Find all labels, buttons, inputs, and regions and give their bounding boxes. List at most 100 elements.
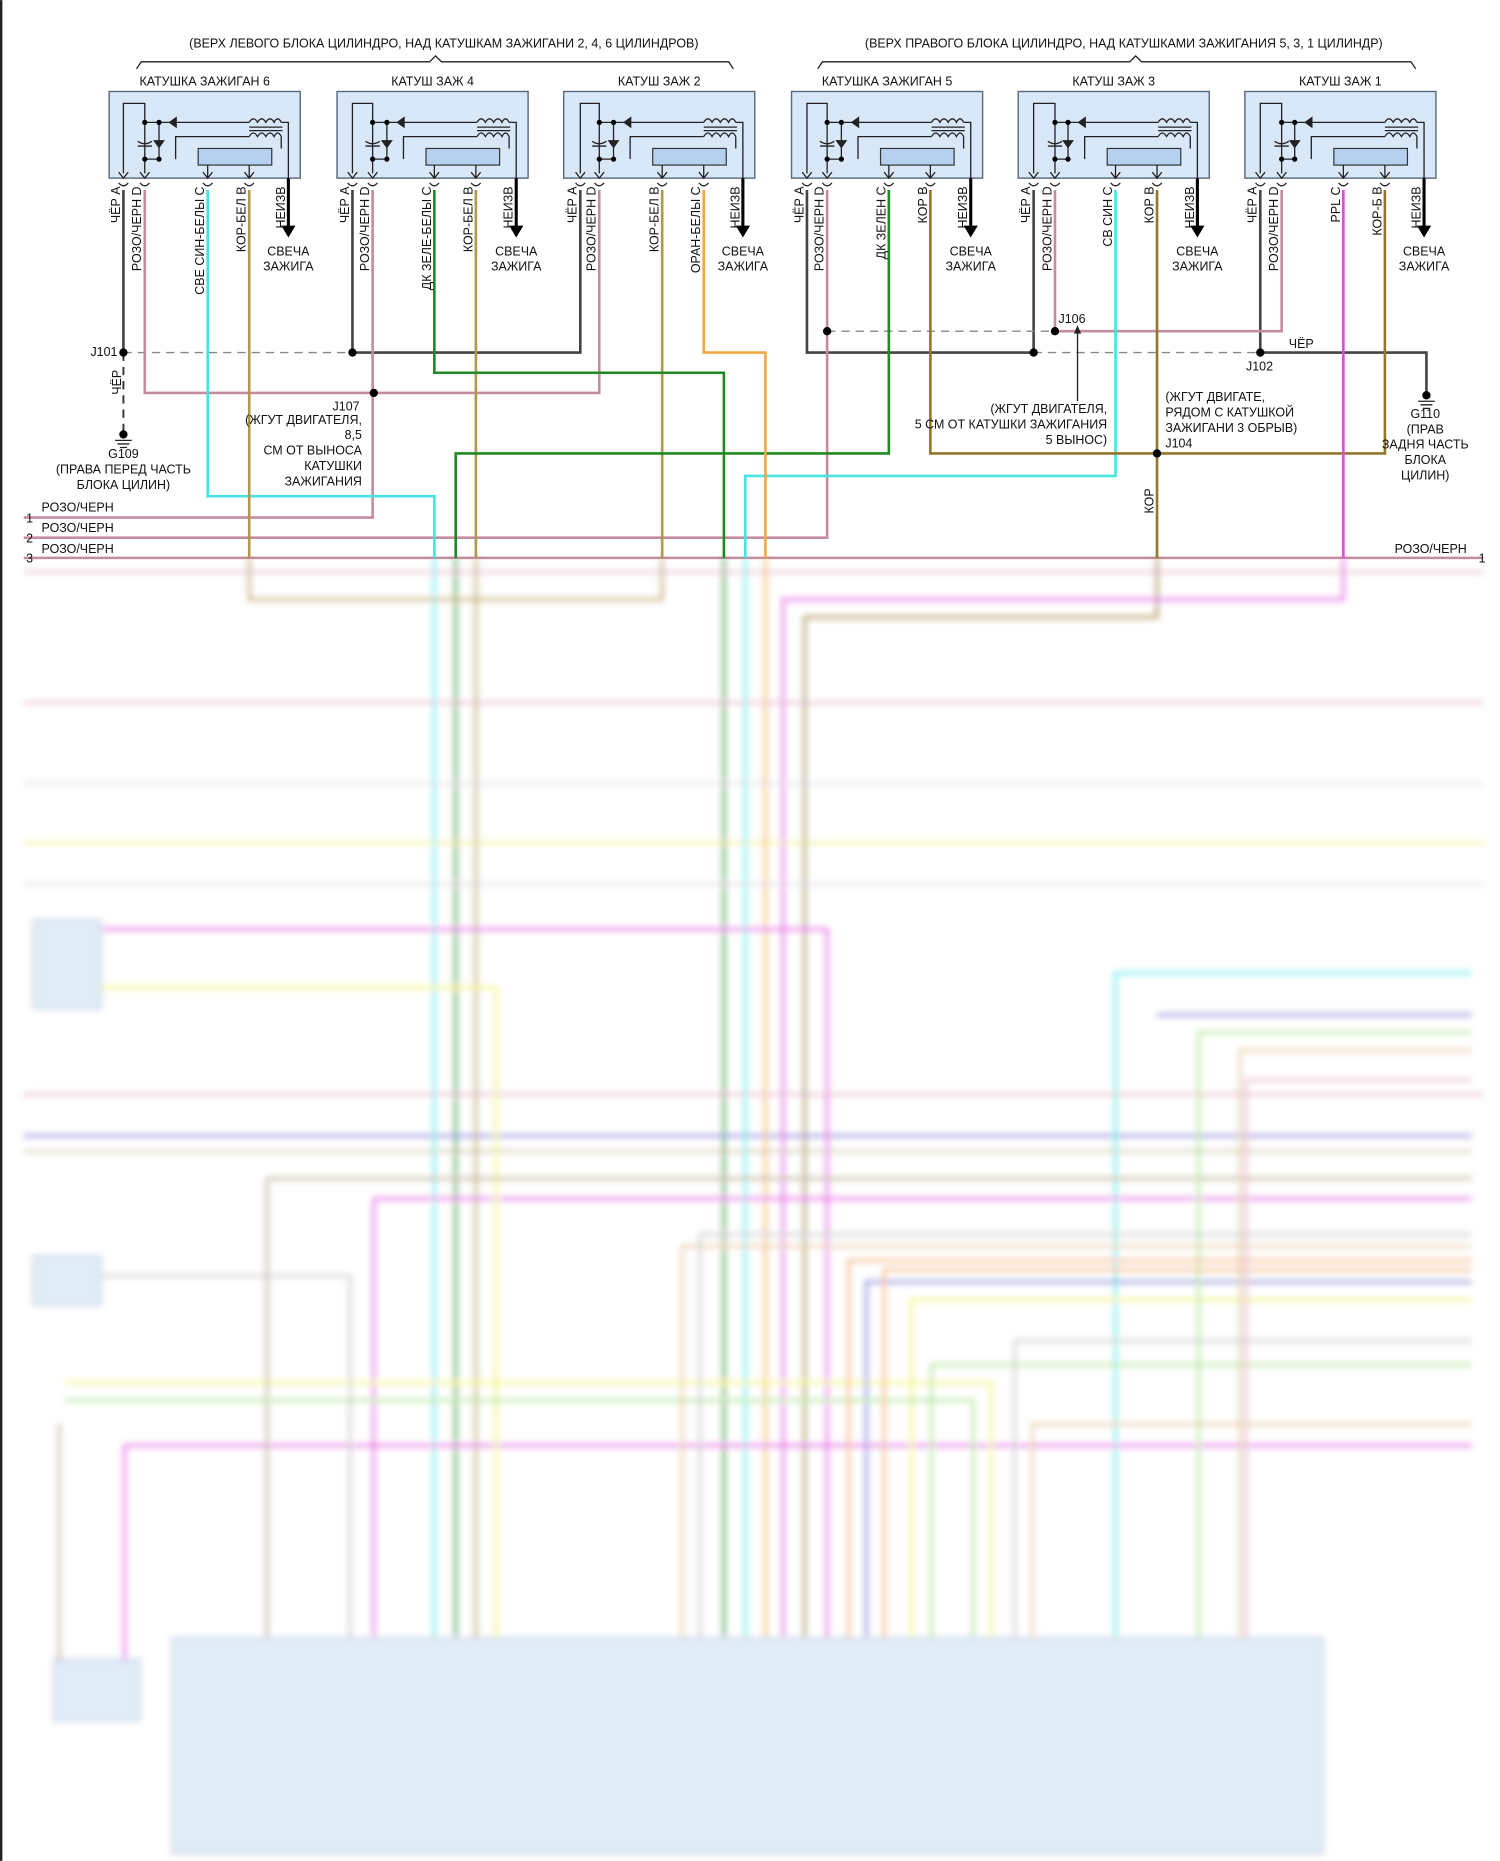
left-group-bracket [135,54,734,70]
connector-pin-icon [470,171,482,187]
svg-text:ЗАЖИГАНИ 3 ОБРЫВ): ЗАЖИГАНИ 3 ОБРЫВ) [1165,421,1297,435]
arrow-down-icon [281,225,296,238]
j106-description: (ЖГУТ ДВИГАТЕЛЯ, 5 СМ ОТ КАТУШКИ ЗАЖИГАН… [915,402,1107,447]
spark-plug-label: СВЕЧА [495,244,538,258]
pin-wire-label: РОЗО/ЧЕРН D [1040,186,1054,271]
transformer-winding-icon [1157,118,1192,138]
spark-plug-label: ЗАЖИГА [945,260,996,274]
spark-plug-label: ЗАЖИГА [263,260,314,274]
signal-wires [206,189,1387,558]
diode-icon [1288,116,1313,149]
driver-module [197,147,273,166]
svg-text:КАТУШКИ: КАТУШКИ [304,459,362,473]
svg-text:РЯДОМ С КАТУШКОЙ: РЯДОМ С КАТУШКОЙ [1165,405,1294,420]
pin-wire-label: ЧЁР A [338,186,352,223]
connector-pin-icon [347,171,358,187]
ground-icon [115,430,132,449]
ignition-coil: КАТУШКА ЗАЖИГАН 6 ЧЁР A РОЗО/ЧЕРН D СВЕ СИН… [108,75,314,295]
g110-label: G110 [1410,407,1440,421]
connector-pin-icon [118,171,129,187]
diode-icon [380,116,405,149]
ignition-coil: КАТУШ ЗАЖ 1 ЧЁР A РОЗО/ЧЕРН D PPL C КОР-Б B Н… [1244,75,1450,274]
right-row-label: РОЗО/ЧЕРН [1395,542,1467,556]
spark-plug-label: СВЕЧА [267,244,310,258]
splice-node [822,327,832,336]
coil-title: КАТУШ ЗАЖ 2 [618,75,701,89]
pin-wire-label: PPL C [1329,186,1343,222]
pin-wire-label: РОЗО/ЧЕРН D [813,186,827,271]
spark-plug-label: СВЕЧА [950,244,993,258]
pin-wire-label: КОР-Б B [1370,186,1384,235]
coil-title: КАТУШКА ЗАЖИГАН 5 [822,75,952,89]
splice-j106 [1050,327,1060,336]
transformer-winding-icon [703,118,737,138]
j106-label: J106 [1059,312,1086,326]
driver-module [652,147,727,166]
splice-node [1029,348,1038,357]
row-label: РОЗО/ЧЕРН [42,521,114,535]
spark-plug-label: ЗАЖИГА [491,260,542,274]
row-label: РОЗО/ЧЕРН [42,501,114,515]
unknown-label: НЕИЗВ [956,186,970,228]
pin-wire-label: ЧЁР A [566,186,580,223]
svg-text:ЗАЖИГАНИЯ: ЗАЖИГАНИЯ [285,474,362,488]
coil-title: КАТУШ ЗАЖ 3 [1072,75,1155,89]
splice-j102 [1256,348,1265,357]
connector-pin-icon [1276,171,1287,187]
arrow-down-icon [1190,225,1205,238]
unknown-label: НЕИЗВ [1409,186,1423,228]
spark-plug-label: ЗАЖИГА [1399,260,1450,274]
splice-j101 [119,348,128,357]
connector-pin-icon [1028,171,1039,187]
row-label: РОЗО/ЧЕРН [42,542,114,556]
svg-text:J104: J104 [1165,437,1192,451]
connector-pin-icon [1338,171,1349,187]
pink-wires [23,189,1484,560]
row-number: 2 [26,531,33,545]
spark-plug-label: СВЕЧА [1176,244,1219,258]
ignition-coil: КАТУШ ЗАЖ 4 ЧЁР A РОЗО/ЧЕРН D ДК ЗЕЛЕ-БЕЛЫ … [336,75,542,290]
connector-pin-icon [883,171,895,187]
right-group-bracket [817,54,1417,70]
connector-pin-icon [925,171,936,187]
pin-wire-label: ЧЁР A [792,186,806,223]
unknown-label: НЕИЗВ [274,186,288,228]
spark-plug-label: СВЕЧА [1403,244,1446,258]
connector-pin-icon [656,171,668,187]
j101-label: J101 [90,345,117,359]
diode-icon [1062,116,1086,149]
coil-title: КАТУШ ЗАЖ 1 [1299,75,1382,89]
unknown-label: НЕИЗВ [502,186,516,228]
j107-label: J107 [333,400,360,414]
diode-icon [153,116,177,149]
j107-description: (ЖГУТ ДВИГАТЕЛЯ, 8,5 СМ ОТ ВЫНОСА КАТУШК… [245,413,363,489]
connector-pin-icon [821,171,833,187]
g109-description: БЛОКА ЦИЛИН) [77,478,170,492]
connector-pin-icon [1110,171,1121,187]
driver-module [425,147,501,166]
svg-text:5 ВЫНОС): 5 ВЫНОС) [1046,433,1108,447]
right-group-caption: (ВЕРХ ПРАВОГО БЛОКА ЦИЛИНДРО, НАД КАТУШК… [865,37,1383,51]
ground-icon [1418,391,1435,410]
svg-text:БЛОКА: БЛОКА [1404,453,1446,467]
capacitor-icon [365,140,381,147]
j102-label: J102 [1246,359,1273,373]
splice-j104 [1152,449,1162,458]
coil-title: КАТУШКА ЗАЖИГАН 6 [139,75,269,89]
pin-wire-label: КОР B [916,186,930,223]
g110-description: (ПРАВ ЗАДНЯ ЧАСТЬ БЛОКА ЦИЛИН) [1382,422,1469,482]
driver-module [879,147,955,166]
right-row-number: 1 [1479,552,1486,566]
transformer-winding-icon [1384,118,1419,138]
connector-pin-icon [202,171,213,187]
connector-pin-icon [1379,171,1391,187]
pin-wire-label: ЧЁР A [1246,186,1260,223]
pin-wire-label: ОРАН-БЕЛЫ C [689,186,703,273]
connector-pin-icon [1049,171,1061,187]
splice-j107 [369,388,378,398]
svg-text:ЦИЛИН): ЦИЛИН) [1401,469,1449,483]
arrow-down-icon [1416,225,1432,238]
pin-wire-label: КОР-БЕЛ B [648,186,662,252]
